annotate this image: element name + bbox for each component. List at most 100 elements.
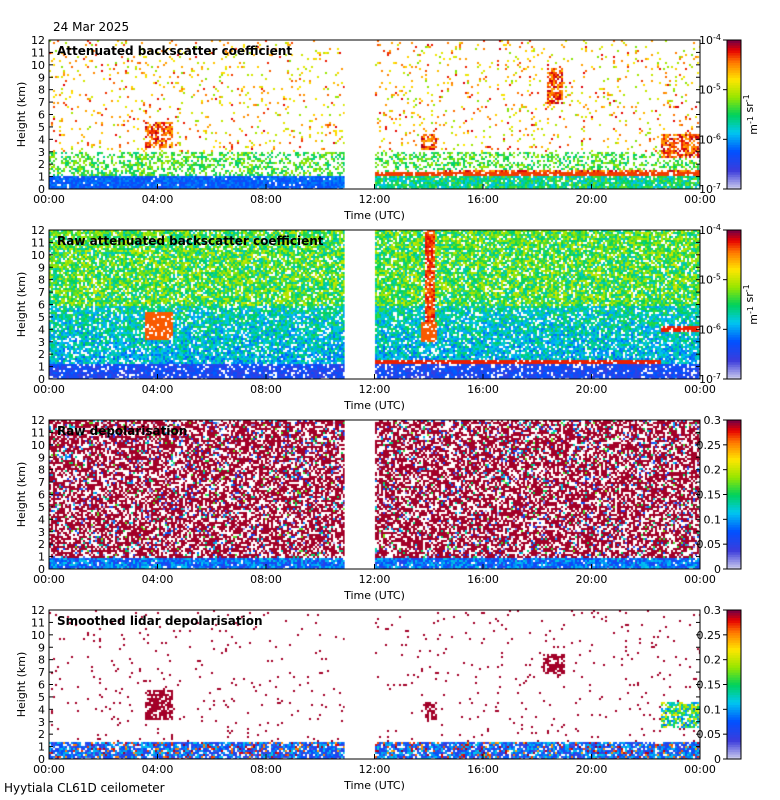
colorbar-swatch: [727, 711, 741, 715]
colorbar-swatch: [727, 482, 741, 486]
x-tick-label: 08:00: [250, 383, 282, 396]
colorbar-swatch: [727, 739, 741, 743]
colorbar-frame: [726, 39, 742, 190]
colorbar-swatch: [727, 346, 741, 350]
colorbar-swatch: [727, 519, 741, 523]
colorbar-swatch: [727, 126, 741, 130]
colorbar-swatch: [727, 174, 741, 178]
colorbar-swatch: [727, 432, 741, 436]
y-tick-label: 10: [31, 249, 45, 262]
y-tick-label: 3: [38, 336, 45, 349]
colorbar-swatch: [727, 54, 741, 58]
colorbar-swatch: [727, 369, 741, 373]
colorbar-tick-label: 0.1: [704, 703, 722, 716]
colorbar-swatch: [727, 316, 741, 320]
colorbar-swatch: [727, 186, 741, 190]
colorbar-swatch: [727, 506, 741, 510]
colorbar-swatch: [727, 279, 741, 283]
colorbar-swatch: [727, 47, 741, 51]
colorbar-tick-label: 0.3: [704, 604, 722, 617]
colorbar-swatch: [727, 714, 741, 718]
colorbar-swatch: [727, 154, 741, 158]
y-tick-label: 9: [38, 71, 45, 84]
colorbar-swatch: [727, 729, 741, 733]
colorbar-swatch: [727, 452, 741, 456]
y-tick-label: 4: [38, 133, 45, 146]
colorbar-swatch: [727, 496, 741, 501]
colorbar-swatch: [727, 146, 741, 150]
colorbar-swatch: [727, 67, 741, 71]
colorbar-swatch: [727, 454, 741, 458]
colorbar-swatch: [727, 424, 741, 429]
colorbar-swatch: [727, 151, 741, 155]
colorbar-swatch: [727, 116, 741, 121]
colorbar-tick-label: 0.25: [697, 629, 722, 642]
colorbar-swatch: [727, 171, 741, 175]
plot-date: 24 Mar 2025: [53, 20, 130, 34]
y-tick-label: 6: [38, 679, 45, 692]
x-axis-label: Time (UTC): [343, 399, 405, 412]
colorbar-tick-label: 0.2: [704, 654, 722, 667]
y-tick-label: 0: [38, 753, 45, 766]
y-tick-label: 1: [38, 551, 45, 564]
colorbar-swatch: [727, 689, 741, 693]
colorbar-swatch: [727, 292, 741, 296]
colorbar-tick-label: 0.3: [704, 414, 722, 427]
colorbar-swatch: [727, 374, 741, 378]
colorbar-swatch: [727, 654, 741, 658]
colorbar-swatch: [727, 624, 741, 628]
colorbar-unit: m-1 sr-1: [742, 94, 760, 134]
colorbar-tick-label: 10-4: [699, 223, 721, 237]
colorbar-swatch: [727, 69, 741, 73]
colorbar-swatch: [727, 324, 741, 328]
colorbar-tick-label: 0.05: [697, 538, 722, 551]
colorbar-swatch: [727, 634, 741, 638]
colorbar-swatch: [727, 249, 741, 253]
colorbar-swatch: [727, 237, 741, 241]
colorbar-swatch: [727, 321, 741, 325]
colorbar-swatch: [727, 679, 741, 683]
colorbar-swatch: [727, 706, 741, 710]
colorbar-swatch: [727, 354, 741, 358]
colorbar-swatch: [727, 504, 741, 508]
x-tick-label: 20:00: [576, 193, 608, 206]
colorbar-swatch: [727, 472, 741, 476]
y-axis-label: Height (km): [15, 652, 28, 718]
colorbar-swatch: [727, 672, 741, 676]
colorbar-swatch: [727, 356, 741, 360]
colorbar-swatch: [727, 84, 741, 88]
y-axis-label: Height (km): [15, 462, 28, 528]
colorbar-swatch: [727, 341, 741, 345]
x-tick-label: 00:00: [684, 573, 716, 586]
colorbar-tick-label: 10-5: [699, 273, 721, 287]
colorbar-swatch: [727, 474, 741, 478]
colorbar-swatch: [727, 664, 741, 668]
colorbar-swatch: [727, 349, 741, 353]
colorbar-swatch: [727, 524, 741, 528]
colorbar-tick-label: 10-5: [699, 83, 721, 97]
y-tick-label: 3: [38, 526, 45, 539]
x-tick-label: 08:00: [250, 763, 282, 776]
colorbar-swatch: [727, 754, 741, 758]
colorbar-swatch: [727, 442, 741, 446]
colorbar-swatch: [727, 462, 741, 466]
x-axis-label: Time (UTC): [343, 589, 405, 602]
y-tick-label: 5: [38, 501, 45, 514]
y-tick-label: 1: [38, 741, 45, 754]
colorbar-swatch: [727, 252, 741, 256]
x-tick-label: 00:00: [33, 383, 65, 396]
colorbar-swatch: [727, 164, 741, 168]
colorbar-swatch: [727, 72, 741, 76]
y-tick-label: 5: [38, 121, 45, 134]
colorbar-swatch: [727, 179, 741, 183]
colorbar-swatch: [727, 64, 741, 68]
y-tick-label: 0: [38, 183, 45, 196]
colorbar-swatch: [727, 632, 741, 636]
colorbar-swatch: [727, 376, 741, 380]
colorbar-tick-label: 0: [714, 563, 721, 576]
colorbar-swatch: [727, 351, 741, 355]
data-gap: [344, 610, 375, 759]
colorbar-swatch: [727, 756, 741, 760]
